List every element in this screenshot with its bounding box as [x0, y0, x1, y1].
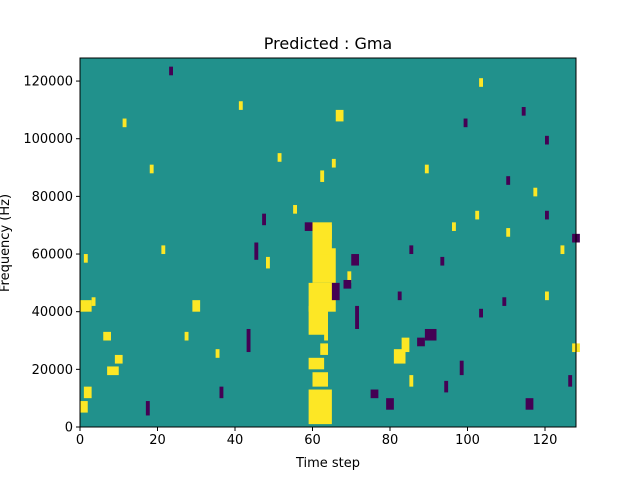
- heatmap-cell-low: [463, 118, 468, 128]
- heatmap-cell-low: [254, 242, 259, 260]
- heatmap-cell-low: [459, 360, 464, 376]
- heatmap-cell-high: [331, 158, 336, 168]
- heatmap-cell-high: [401, 337, 410, 353]
- plot-area: [79, 57, 580, 428]
- heatmap-cell-low: [545, 135, 549, 145]
- heatmap-cell-low: [545, 210, 549, 220]
- heatmap-cell-high: [312, 222, 332, 240]
- heatmap-cell-low: [262, 213, 266, 226]
- heatmap-cell-high: [80, 401, 88, 413]
- y-tick-label: 80000: [32, 190, 73, 205]
- heatmap-cell-high: [161, 245, 166, 255]
- x-tick-label: 20: [149, 433, 166, 448]
- heatmap-cell-high: [277, 153, 282, 162]
- heatmap-cell-low: [417, 337, 425, 347]
- heatmap-cell-high: [83, 254, 88, 263]
- y-tick-label: 120000: [23, 75, 73, 90]
- heatmap-cell-high: [107, 366, 119, 376]
- x-tick-label: 0: [76, 433, 84, 448]
- heatmap-cell-high: [312, 248, 336, 283]
- heatmap-cell-high: [533, 187, 538, 197]
- heatmap-cell-low: [351, 254, 359, 266]
- heatmap-cell-high: [215, 349, 220, 358]
- heatmap-cell-high: [347, 271, 352, 283]
- heatmap-cell-high: [308, 282, 336, 312]
- chart-title: Predicted : Gma: [264, 34, 392, 53]
- heatmap-cell-low: [169, 66, 173, 76]
- heatmap-cell-high: [103, 331, 111, 341]
- heatmap-cell-high: [308, 357, 325, 370]
- heatmap-cell-high: [293, 205, 297, 214]
- x-tick-label: 60: [304, 433, 321, 448]
- x-axis: 0 20 40 60 80 100 120: [76, 427, 558, 448]
- heatmap-cell-high: [393, 349, 406, 364]
- y-axis: 0 20000 40000 60000 80000 100000 120000: [23, 75, 80, 436]
- heatmap-cell-high: [80, 300, 92, 312]
- y-tick-label: 0: [65, 421, 73, 436]
- heatmap-cell-low: [331, 282, 340, 301]
- heatmap-cell-high: [192, 300, 201, 312]
- x-tick-label: 100: [455, 433, 480, 448]
- heatmap-cell-high: [475, 210, 480, 220]
- heatmap-cell-high: [479, 78, 483, 87]
- x-tick-label: 120: [533, 433, 558, 448]
- heatmap-cell-high: [184, 331, 189, 341]
- heatmap-cell-low: [409, 245, 414, 255]
- heatmap-cell-high: [335, 109, 344, 122]
- y-tick-label: 20000: [32, 363, 73, 378]
- heatmap-cell-low: [525, 398, 534, 410]
- heatmap-cell-high: [83, 386, 92, 399]
- heatmap-cell-low: [444, 380, 449, 393]
- heatmap-cell-high: [91, 297, 96, 306]
- heatmap-cell-high: [308, 389, 332, 425]
- x-tick-label: 40: [227, 433, 244, 448]
- heatmap-cell-high: [312, 372, 328, 387]
- heatmap-cell-low: [424, 328, 437, 341]
- y-axis-label: Frequency (Hz): [0, 194, 13, 292]
- heatmap-cell-high: [308, 305, 328, 335]
- heatmap-cell-low: [386, 398, 394, 410]
- heatmap-cell-low: [521, 107, 526, 116]
- heatmap-cell-high: [266, 256, 270, 269]
- heatmap-cell-high: [114, 354, 123, 364]
- heatmap-cell-high: [424, 164, 429, 174]
- heatmap-cell-low: [355, 305, 359, 329]
- heatmap-cell-low: [506, 176, 511, 185]
- heatmap-cell-low: [502, 297, 507, 306]
- heatmap-cell-high: [506, 228, 511, 237]
- y-tick-label: 100000: [23, 132, 73, 147]
- heatmap-cell-high: [149, 164, 154, 174]
- heatmap-cell-low: [440, 256, 445, 266]
- y-tick-label: 40000: [32, 305, 73, 320]
- x-tick-label: 80: [382, 433, 399, 448]
- heatmap-cell-high: [320, 343, 328, 355]
- heatmap-cell-high: [122, 118, 127, 128]
- heatmap-cell-high: [238, 101, 243, 110]
- plot-frame: [79, 57, 577, 428]
- heatmap-cell-low: [343, 279, 352, 289]
- heatmap-cell-high: [545, 291, 549, 301]
- heatmap-cell-low: [479, 308, 483, 318]
- x-axis-label: Time step: [295, 456, 360, 471]
- heatmap-cell-low: [370, 389, 379, 399]
- y-tick-label: 60000: [32, 248, 73, 263]
- heatmap-cell-high: [320, 170, 325, 182]
- heatmap-cell-low: [219, 386, 224, 399]
- heatmap-cell-high: [560, 245, 565, 255]
- heatmap-cell-low: [246, 328, 251, 353]
- heatmap-cell-high: [409, 375, 414, 387]
- heatmap-cell-low: [304, 222, 313, 231]
- heatmap-cell-low: [145, 401, 150, 416]
- heatmap-cell-high: [452, 222, 456, 231]
- heatmap-cell-low: [397, 291, 402, 301]
- heatmap-cell-high: [324, 331, 328, 341]
- heatmap-cell-low: [568, 375, 573, 387]
